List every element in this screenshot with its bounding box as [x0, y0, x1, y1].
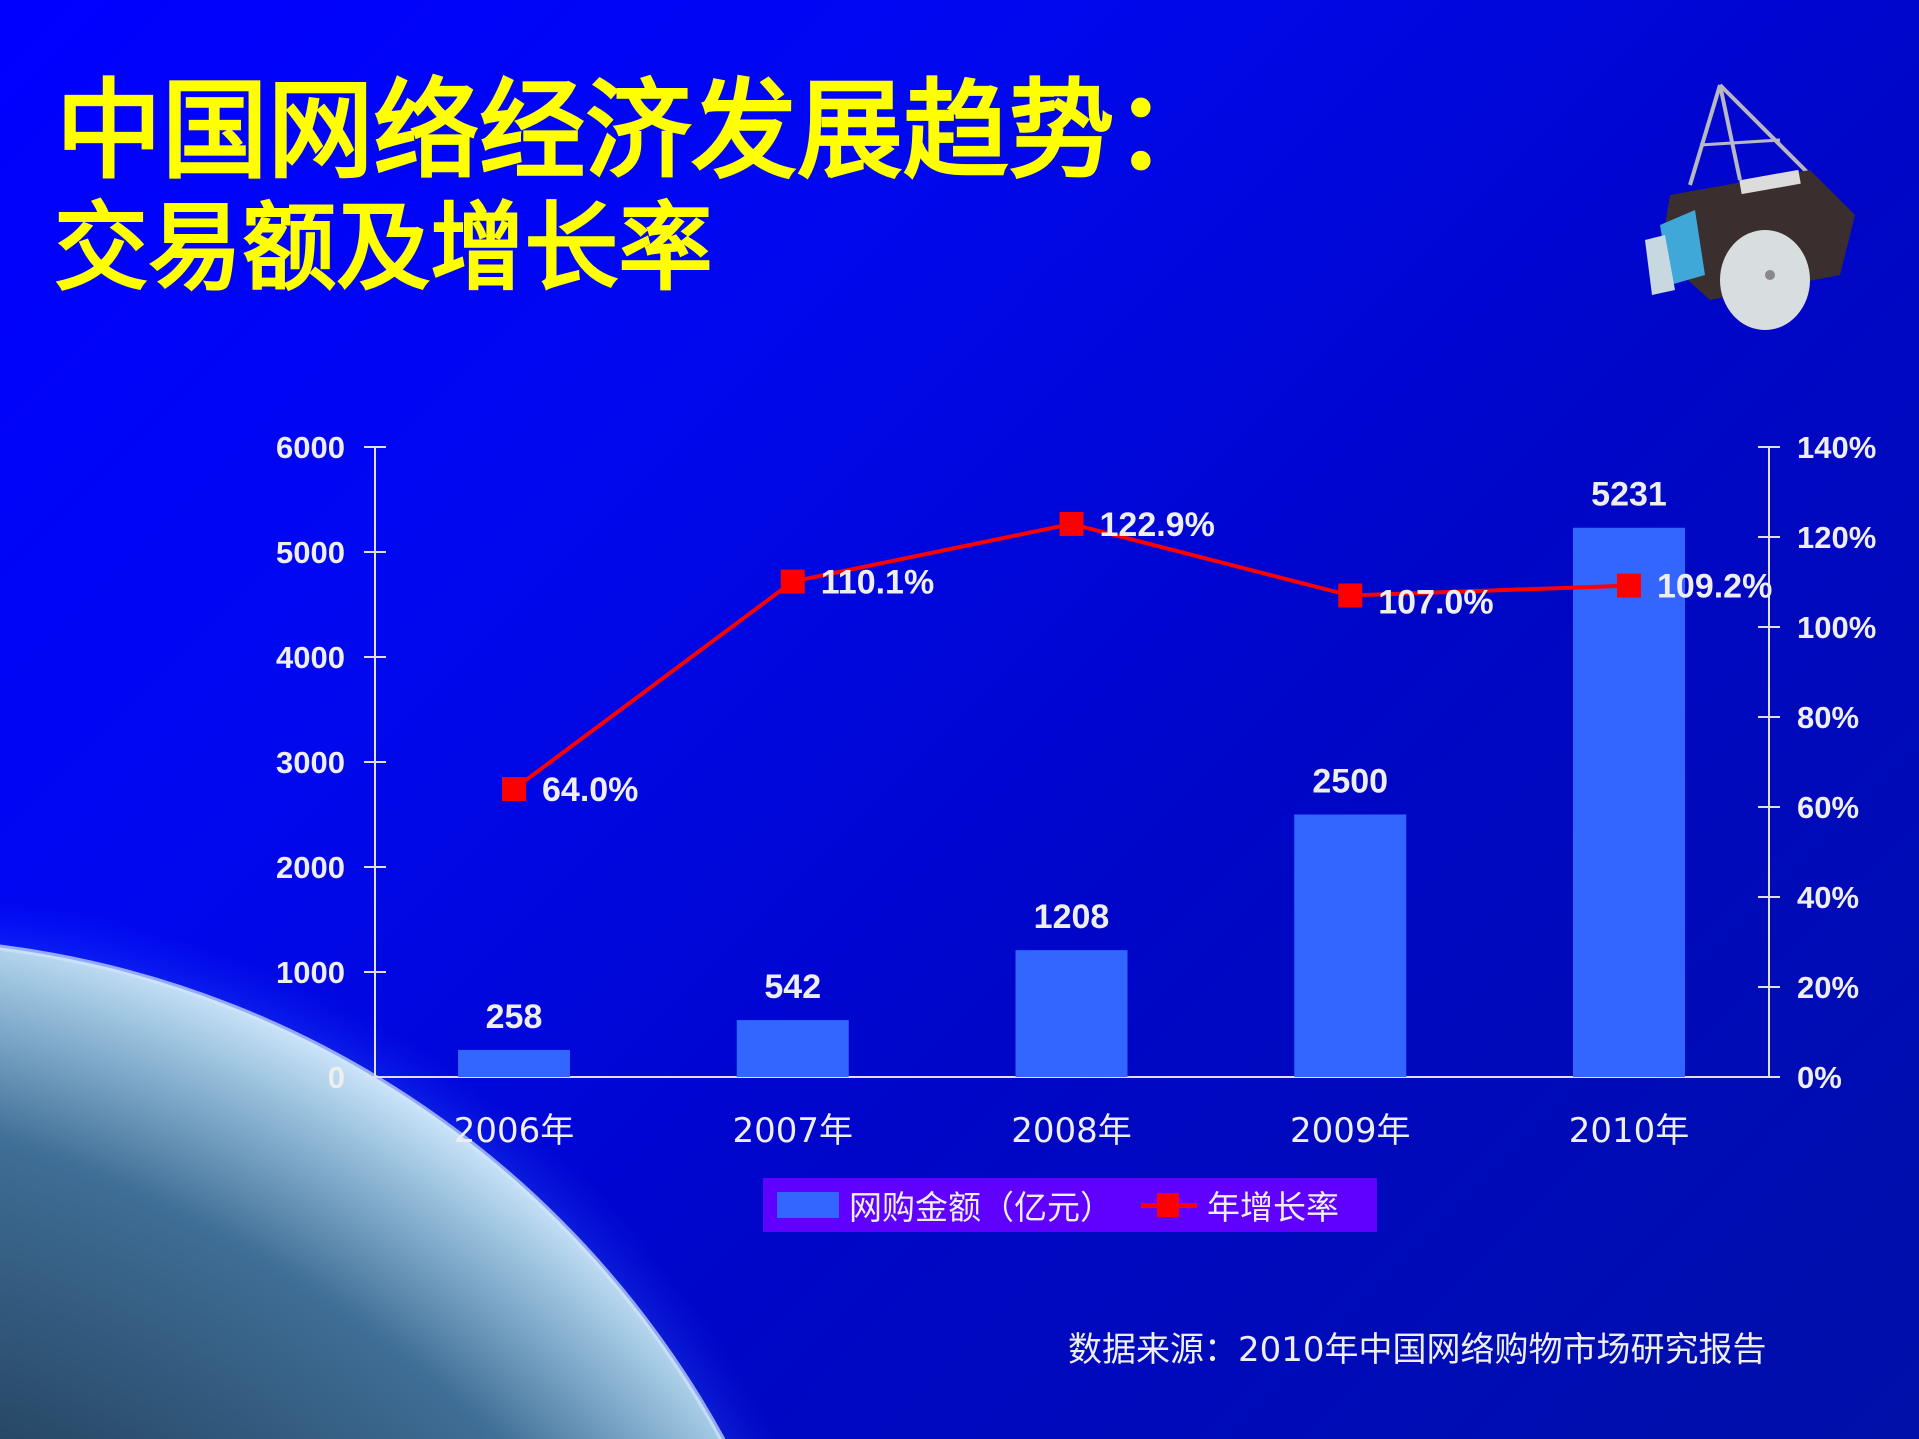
category-label: 2010年 — [1569, 1111, 1690, 1151]
bar-data-labels: 258 542 1208 2500 5231 — [486, 476, 1667, 1036]
left-axis-tick-label: 2000 — [276, 850, 345, 885]
bar — [1573, 527, 1685, 1077]
legend-line-label: 年增长率 — [1207, 1188, 1339, 1227]
satellite-image — [1645, 83, 1855, 330]
chart-axes: 0 1000 2000 3000 4000 5000 6000 0% 20% 40% 60% 80% 1… — [276, 430, 1876, 1095]
bar-value-label: 258 — [486, 998, 543, 1036]
category-label: 2006年 — [454, 1111, 575, 1151]
line-value-label: 110.1% — [821, 564, 934, 602]
legend-bar-swatch-icon — [777, 1192, 839, 1218]
bar-value-label: 5231 — [1591, 476, 1667, 514]
right-axis-tick-label: 120% — [1797, 520, 1876, 555]
line-marker-icon — [1338, 583, 1363, 608]
line-marker-icon — [780, 569, 805, 594]
line-data-labels: 64.0% 110.1% 122.9% 107.0% 109.2% — [542, 506, 1772, 809]
left-axis-tick-label: 1000 — [276, 955, 345, 990]
right-axis-tick-label: 0% — [1797, 1060, 1842, 1095]
bar — [458, 1049, 570, 1077]
right-axis-tick-label: 40% — [1797, 880, 1859, 915]
legend-bar-label: 网购金额（亿元） — [849, 1188, 1113, 1227]
line-marker-icon — [1617, 573, 1641, 598]
category-label: 2007年 — [732, 1111, 853, 1151]
data-source-note: 数据来源：2010年中国网络购物市场研究报告 — [1068, 1330, 1767, 1370]
line-value-label: 64.0% — [542, 771, 638, 809]
left-axis-tick-label: 5000 — [276, 535, 345, 570]
left-axis-tick-label: 0 — [328, 1060, 345, 1095]
line-value-label: 122.9% — [1100, 506, 1215, 544]
right-axis-tick-label: 20% — [1797, 970, 1859, 1005]
bar-value-label: 2500 — [1312, 763, 1388, 801]
chart-legend: 网购金额（亿元） 年增长率 — [763, 1178, 1377, 1232]
line-value-label: 109.2% — [1657, 568, 1772, 606]
earth-image — [0, 897, 779, 1439]
bar-series — [458, 527, 1685, 1077]
line-series — [502, 511, 1641, 801]
slide-title: 中国网络经济发展趋势： — [56, 69, 1221, 194]
bar — [736, 1020, 849, 1077]
slide-subtitle: 交易额及增长率 — [54, 192, 713, 304]
legend-line-marker-icon — [1141, 1192, 1197, 1218]
right-axis-tick-label: 80% — [1797, 700, 1859, 735]
line-value-label: 107.0% — [1378, 584, 1493, 622]
bar — [1015, 950, 1128, 1077]
bar-value-label: 542 — [764, 968, 821, 1006]
growth-rate-line — [512, 521, 1630, 791]
category-label: 2009年 — [1290, 1111, 1411, 1151]
right-axis-tick-label: 60% — [1797, 790, 1859, 825]
left-axis-tick-label: 6000 — [276, 430, 345, 465]
left-axis-tick-label: 4000 — [276, 640, 345, 675]
line-marker-icon — [1059, 511, 1084, 536]
right-axis-tick-label: 140% — [1797, 430, 1876, 465]
bar-value-label: 1208 — [1034, 898, 1110, 936]
right-axis-tick-label: 100% — [1797, 610, 1876, 645]
category-label: 2008年 — [1011, 1111, 1132, 1151]
line-marker-icon — [502, 777, 526, 801]
category-axis-labels: 2006年 2007年 2008年 2009年 2010年 — [454, 1111, 1690, 1151]
left-axis-tick-label: 3000 — [276, 745, 345, 780]
bar — [1294, 814, 1407, 1077]
